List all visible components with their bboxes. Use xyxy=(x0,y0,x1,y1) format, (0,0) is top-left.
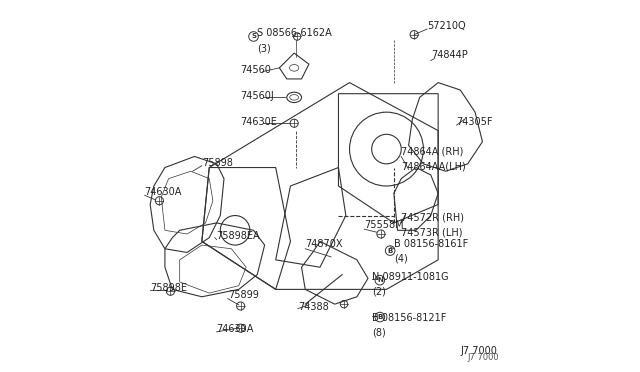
Text: 75899: 75899 xyxy=(228,291,259,301)
Text: 57210Q: 57210Q xyxy=(427,21,466,31)
Text: 75898E: 75898E xyxy=(150,283,187,293)
Text: 74560J: 74560J xyxy=(241,91,275,101)
Text: S: S xyxy=(251,33,256,39)
Text: N: N xyxy=(377,277,383,283)
Text: 74844P: 74844P xyxy=(431,51,467,61)
Text: B: B xyxy=(377,314,383,320)
Text: 74305F: 74305F xyxy=(456,117,493,127)
Text: (3): (3) xyxy=(257,43,271,53)
Text: J7 7000: J7 7000 xyxy=(468,353,499,362)
Text: B 08156-8121F: B 08156-8121F xyxy=(372,312,446,323)
Text: 75558M: 75558M xyxy=(364,220,404,230)
Text: (2): (2) xyxy=(372,287,385,297)
Text: 74388: 74388 xyxy=(298,302,328,311)
Text: B 08156-8161F: B 08156-8161F xyxy=(394,239,468,249)
Text: 74864AA(LH): 74864AA(LH) xyxy=(401,161,466,171)
Text: S 08566-6162A: S 08566-6162A xyxy=(257,28,332,38)
Text: 74870X: 74870X xyxy=(305,239,343,249)
Text: 75898EA: 75898EA xyxy=(216,231,260,241)
Text: 74573R (LH): 74573R (LH) xyxy=(401,228,463,238)
Text: 74560: 74560 xyxy=(241,65,271,75)
Text: (8): (8) xyxy=(372,327,385,337)
Text: 74630E: 74630E xyxy=(241,117,278,127)
Text: N 08911-1081G: N 08911-1081G xyxy=(372,272,448,282)
Text: 74572R (RH): 74572R (RH) xyxy=(401,213,464,223)
Text: 74630A: 74630A xyxy=(145,187,182,197)
Text: 74630A: 74630A xyxy=(216,324,254,334)
Text: (4): (4) xyxy=(394,254,408,263)
Text: 74864A (RH): 74864A (RH) xyxy=(401,147,463,157)
Text: B: B xyxy=(388,248,393,254)
Text: 75898: 75898 xyxy=(202,157,233,167)
Text: J7 7000: J7 7000 xyxy=(460,346,497,356)
